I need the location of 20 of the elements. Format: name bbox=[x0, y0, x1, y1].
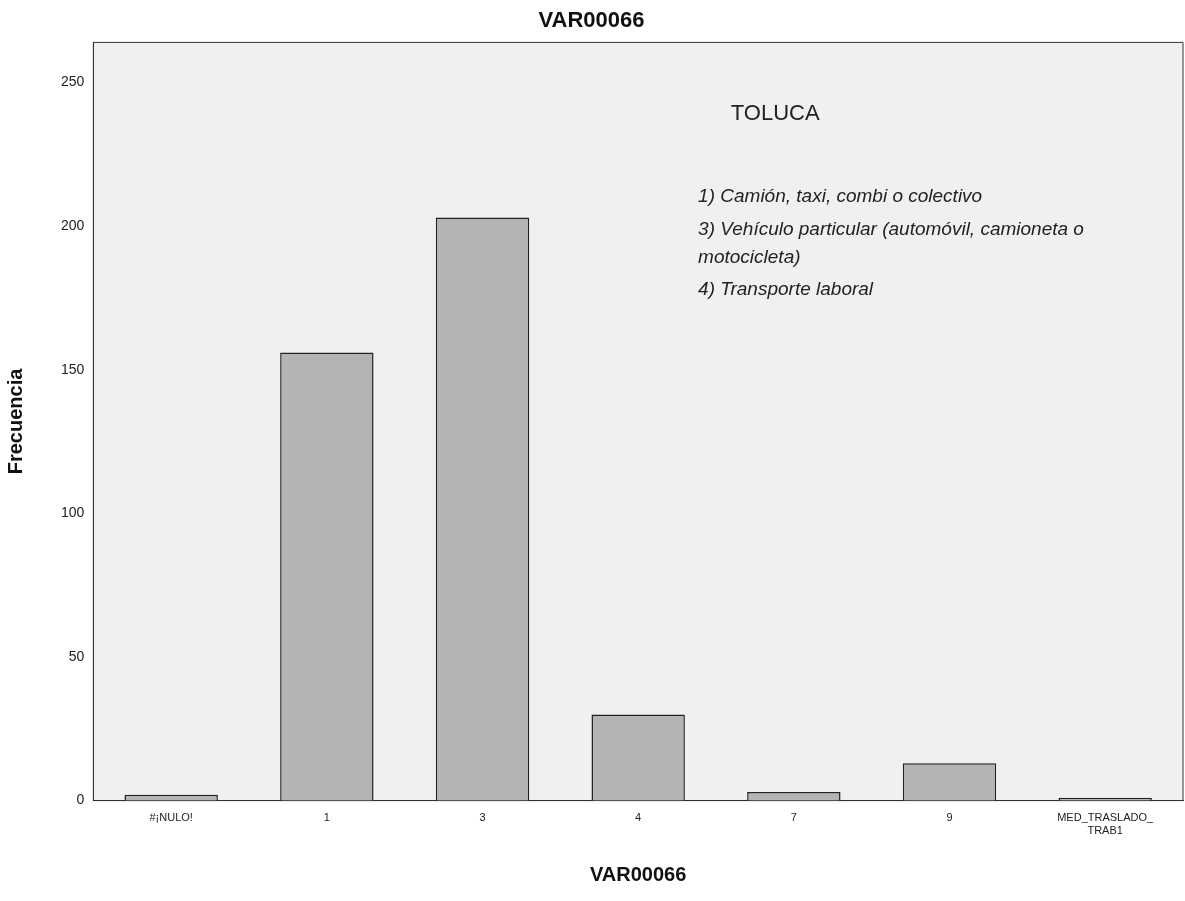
x-tick-label: 9 bbox=[946, 811, 953, 824]
y-tick-label: 150 bbox=[61, 360, 85, 377]
annotation: TOLUCA bbox=[730, 100, 820, 127]
y-tick-label: 50 bbox=[68, 647, 85, 664]
x-tick-label: 1 bbox=[323, 811, 330, 824]
x-tick-label: 4 bbox=[635, 811, 642, 824]
x-tick-label: 7 bbox=[790, 811, 797, 824]
x-tick-label: MED_TRASLADO_TRAB1 bbox=[1057, 811, 1155, 837]
y-tick-label: 250 bbox=[61, 73, 85, 90]
y-tick-label: 0 bbox=[76, 791, 85, 808]
y-tick-label: 100 bbox=[61, 504, 85, 521]
x-tick-label: #¡NULO! bbox=[149, 811, 193, 824]
annotation: 4) Transporte laboral bbox=[698, 277, 875, 302]
x-axis-title: VAR00066 bbox=[590, 862, 687, 885]
x-tick-label: 3 bbox=[479, 811, 486, 824]
chart-title: VAR00066 bbox=[538, 7, 645, 33]
annotation: 3) Vehículo particular (automóvil, camioneta o motocicleta) bbox=[698, 217, 1085, 270]
y-tick-label: 200 bbox=[61, 217, 85, 234]
y-axis-title: Frecuencia bbox=[3, 367, 26, 475]
annotation: 1) Camión, taxi, combi o colectivo bbox=[698, 184, 984, 209]
